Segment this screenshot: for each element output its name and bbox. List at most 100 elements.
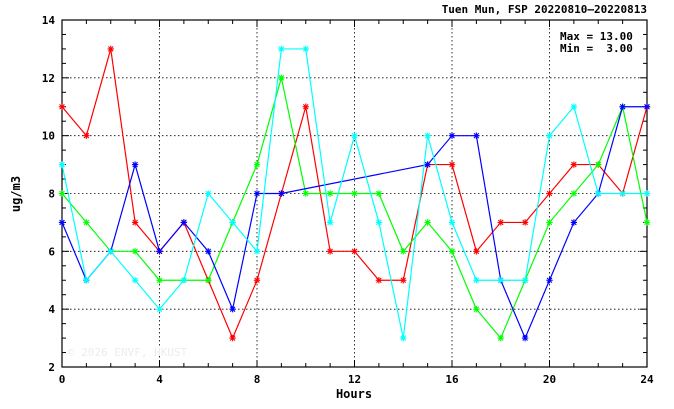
data-point bbox=[595, 161, 602, 168]
data-point bbox=[156, 277, 163, 284]
data-point bbox=[156, 248, 163, 255]
x-tick-label: 4 bbox=[156, 373, 163, 386]
data-point bbox=[278, 190, 285, 197]
y-tick-label: 8 bbox=[48, 188, 55, 201]
data-point bbox=[643, 219, 651, 226]
data-point bbox=[326, 190, 334, 197]
data-point bbox=[595, 190, 602, 197]
series-3 bbox=[58, 103, 651, 342]
data-point bbox=[107, 248, 114, 255]
data-point bbox=[424, 161, 431, 168]
data-point bbox=[229, 305, 236, 313]
data-point bbox=[619, 190, 626, 197]
data-point bbox=[351, 132, 358, 139]
data-point bbox=[546, 190, 553, 197]
data-point bbox=[400, 277, 407, 284]
data-point bbox=[326, 219, 334, 226]
data-point bbox=[497, 219, 504, 226]
data-point bbox=[546, 277, 553, 284]
data-point bbox=[83, 277, 90, 284]
data-point bbox=[278, 45, 285, 53]
data-point bbox=[83, 219, 90, 226]
data-point bbox=[180, 219, 188, 226]
data-point bbox=[351, 248, 358, 255]
series-4 bbox=[58, 45, 651, 342]
data-point bbox=[58, 190, 66, 197]
y-tick-label: 6 bbox=[48, 245, 55, 258]
data-point bbox=[473, 132, 480, 139]
y-tick-labels: 2 4 6 8 10 12 14 bbox=[42, 14, 56, 374]
data-point bbox=[326, 248, 334, 255]
data-point bbox=[497, 277, 504, 284]
data-point bbox=[253, 248, 261, 255]
data-point bbox=[521, 334, 529, 342]
data-point bbox=[375, 190, 383, 197]
data-point bbox=[643, 190, 651, 197]
data-point bbox=[448, 132, 456, 139]
data-point bbox=[107, 45, 114, 53]
data-point bbox=[570, 219, 578, 226]
data-point bbox=[253, 161, 261, 168]
data-point bbox=[473, 305, 480, 313]
data-point bbox=[521, 277, 529, 284]
data-point bbox=[643, 103, 651, 110]
stats-min: Min = 3.00 bbox=[560, 42, 633, 55]
data-point bbox=[58, 161, 66, 168]
y-tick-label: 10 bbox=[42, 130, 55, 143]
data-point bbox=[58, 219, 66, 226]
x-axis-label: Hours bbox=[336, 387, 372, 401]
y-axis-label: ug/m3 bbox=[9, 176, 23, 212]
data-point bbox=[424, 132, 431, 139]
y-tick-label: 4 bbox=[48, 303, 55, 316]
data-point bbox=[448, 161, 456, 168]
data-point bbox=[205, 190, 212, 197]
data-point bbox=[424, 219, 431, 226]
y-tick-label: 2 bbox=[48, 361, 55, 374]
data-point bbox=[253, 277, 261, 284]
data-point bbox=[229, 219, 236, 226]
x-tick-label: 12 bbox=[348, 373, 361, 386]
data-point bbox=[497, 334, 504, 342]
data-point bbox=[131, 219, 139, 226]
data-point bbox=[375, 277, 383, 284]
data-point bbox=[448, 248, 456, 255]
watermark: © 2026 ENVF, HKUST bbox=[68, 346, 188, 359]
x-tick-label: 20 bbox=[543, 373, 556, 386]
data-point bbox=[180, 277, 188, 284]
data-point bbox=[302, 103, 309, 110]
data-point bbox=[473, 248, 480, 255]
data-point bbox=[131, 248, 139, 255]
x-tick-label: 24 bbox=[640, 373, 654, 386]
data-point bbox=[205, 248, 212, 255]
x-tick-labels: 0 4 8 12 16 20 24 bbox=[59, 373, 654, 386]
x-tick-label: 8 bbox=[254, 373, 261, 386]
y-tick-label: 14 bbox=[42, 14, 56, 27]
data-point bbox=[229, 334, 236, 342]
data-point bbox=[83, 132, 90, 139]
x-tick-label: 0 bbox=[59, 373, 66, 386]
data-point bbox=[375, 219, 383, 226]
data-point bbox=[473, 277, 480, 284]
data-point bbox=[58, 103, 66, 110]
data-point bbox=[278, 74, 285, 82]
data-point bbox=[546, 219, 553, 226]
data-point bbox=[351, 190, 358, 197]
data-point bbox=[253, 190, 261, 197]
data-point bbox=[131, 161, 139, 168]
data-point bbox=[546, 132, 553, 139]
data-point bbox=[570, 161, 578, 168]
data-point bbox=[400, 248, 407, 255]
data-point bbox=[570, 190, 578, 197]
data-point bbox=[131, 277, 139, 284]
data-point bbox=[302, 45, 309, 53]
data-point bbox=[619, 103, 626, 110]
series-line bbox=[61, 106, 647, 340]
data-point bbox=[156, 305, 163, 313]
y-tick-label: 12 bbox=[42, 72, 55, 85]
data-series bbox=[58, 45, 651, 342]
data-point bbox=[448, 219, 456, 226]
data-point bbox=[570, 103, 578, 110]
data-point bbox=[521, 219, 529, 226]
stats-max: Max = 13.00 bbox=[560, 30, 633, 43]
